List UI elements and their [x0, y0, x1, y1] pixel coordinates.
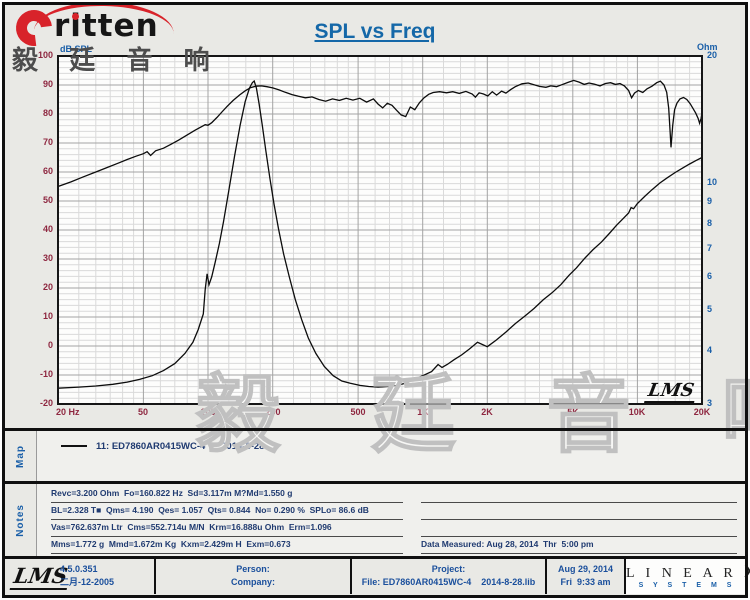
file-line: File: ED7860AR0415WC-4 2014-8-28.lib [361, 577, 536, 587]
right-axis-tick-label: 3 [707, 398, 713, 408]
chart-title-wrap: SPL vs Freq [0, 20, 750, 44]
left-axis-tick-label: 70 [42, 137, 53, 147]
company-cn-text: 毅 廷 音 响 [12, 45, 222, 75]
left-axis-unit-label: dB SPL [60, 44, 93, 54]
print-date: Aug 29, 2014 [557, 564, 614, 574]
right-axis-tick-label: 6 [707, 271, 713, 281]
notes-tab-label: Notes [15, 503, 26, 537]
linearx-logo: L I N E A R X [626, 559, 750, 582]
company-label: Company: [230, 577, 275, 587]
notes-parameters-column: Revc=3.200 Ohm Fo=160.822 Hz Sd=3.117m M… [51, 486, 403, 554]
notes-data-measured: Data Measured: Aug 28, 2014 Thr 5:00 pm [421, 537, 737, 554]
plot-canvas [57, 55, 703, 405]
chart-title: SPL vs Freq [314, 20, 436, 43]
x-axis-tick-label: 5K [567, 407, 579, 417]
version-date: 二月-12-2005 [60, 577, 115, 587]
x-axis-tick-label: 20 Hz [56, 407, 80, 417]
left-axis-tick-label: 30 [42, 253, 53, 263]
divider-bar [2, 428, 748, 431]
curve-spl [57, 79, 703, 188]
version-lines: 4.5.0.351 二月-12-2005 [60, 563, 114, 589]
x-axis-tick-label: 20K [693, 407, 711, 417]
notes-blank-line [421, 520, 737, 537]
spl-impedance-plot [57, 55, 703, 405]
left-axis-tick-label: 50 [42, 195, 53, 205]
footer-brand-cell: L I N E A R X S Y S T E M S [624, 559, 750, 594]
notes-blank-line [421, 503, 737, 520]
linearx-text: L I N E A R [626, 566, 745, 581]
curve-impedance [57, 79, 703, 389]
map-legend-entry[interactable]: 11: ED7860AR0415WC-4 2014-8-28 [61, 441, 264, 452]
x-axis-tick-label: 200 [265, 407, 281, 417]
x-axis-tick-label: 100 [200, 407, 216, 417]
right-axis-tick-label: 7 [707, 243, 713, 253]
x-axis-tick-label: 10K [628, 407, 646, 417]
notes-section: Revc=3.200 Ohm Fo=160.822 Hz Sd=3.117m M… [37, 484, 745, 556]
notes-line: Revc=3.200 Ohm Fo=160.822 Hz Sd=3.117m M… [51, 486, 403, 503]
divider-bar [2, 556, 748, 559]
x-axis-tick-label: 500 [350, 407, 366, 417]
right-axis-tick-label: 5 [707, 304, 713, 314]
linearx-systems-text: S Y S T E M S [638, 582, 736, 589]
left-axis-tick-label: 10 [42, 311, 53, 321]
right-axis-tick-label: 8 [707, 218, 713, 228]
right-axis-tick-label: 4 [707, 345, 713, 355]
divider-bar [2, 481, 748, 484]
notes-line: BL=2.328 T■ Qms= 4.190 Qes= 1.057 Qts= 0… [51, 503, 403, 520]
map-tab-label: Map [15, 444, 26, 468]
notes-line: Vas=762.637m Ltr Cms=552.714u M/N Krm=16… [51, 520, 403, 537]
right-axis-tick-label: 20 [707, 50, 718, 60]
project-label: Project: [431, 564, 466, 574]
linearx-x: X [744, 562, 750, 581]
footer-project-cell: Project: File: ED7860AR0415WC-4 2014-8-2… [350, 559, 545, 594]
right-axis-unit-label: Ohm [697, 42, 718, 52]
notes-blank-line [421, 486, 737, 503]
x-axis-tick-label: 50 [137, 407, 148, 417]
right-axis-tick-label: 9 [707, 196, 713, 206]
footer-version-cell: LMS 4.5.0.351 二月-12-2005 [2, 559, 154, 594]
logo-text: ritten [54, 8, 159, 44]
left-axis-tick-label: 80 [42, 108, 53, 118]
map-tab: Map [5, 431, 37, 481]
print-day-time: Fri 9:33 am [560, 577, 611, 587]
x-axis-tick-label: 2K [481, 407, 493, 417]
left-axis-tick-label: 40 [42, 224, 53, 234]
left-axis-tick-label: 100 [37, 50, 53, 60]
left-axis-tick-label: 60 [42, 166, 53, 176]
left-axis-tick-label: 90 [42, 79, 53, 89]
footer-bar: LMS 4.5.0.351 二月-12-2005 Person: Company:… [2, 559, 750, 594]
version-number: 4.5.0.351 [60, 564, 98, 574]
left-axis-tick-label: 20 [42, 282, 53, 292]
curve-sample-line-icon [61, 445, 87, 448]
person-label: Person: [236, 564, 270, 574]
right-axis-tick-label: 10 [707, 177, 718, 187]
left-axis-tick-label: -20 [39, 398, 53, 408]
notes-right-column: Data Measured: Aug 28, 2014 Thr 5:00 pm [421, 486, 737, 554]
map-entry-text: 11: ED7860AR0415WC-4 2014-8-28 [96, 441, 265, 452]
map-section: 11: ED7860AR0415WC-4 2014-8-28 [37, 431, 745, 481]
eritten-logo: ritten [8, 0, 186, 54]
footer-date-cell: Aug 29, 2014 Fri 9:33 am [545, 559, 624, 594]
left-axis-tick-label: 0 [47, 340, 53, 350]
notes-tab: Notes [5, 484, 37, 556]
x-axis-tick-label: 1K [417, 407, 429, 417]
logo-i-dot [72, 13, 79, 20]
left-axis-tick-label: -10 [39, 369, 53, 379]
lms-watermark-logo: LMS [644, 380, 698, 403]
notes-line: Mms=1.772 g Mmd=1.672m Kg Kxm=2.429m H E… [51, 537, 403, 554]
footer-person-cell: Person: Company: [154, 559, 350, 594]
